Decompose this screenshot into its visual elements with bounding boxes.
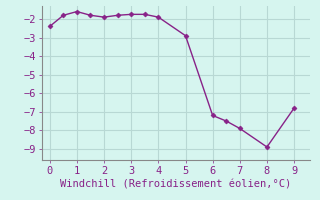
X-axis label: Windchill (Refroidissement éolien,°C): Windchill (Refroidissement éolien,°C) [60,180,292,190]
